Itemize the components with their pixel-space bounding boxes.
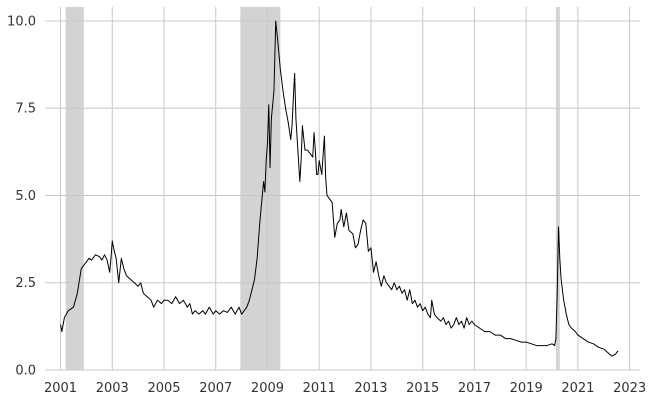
y-tick-label: 7.5: [15, 102, 36, 117]
y-tick-label: 5.0: [15, 189, 36, 204]
x-tick-label: 2019: [510, 381, 543, 396]
x-tick-label: 2005: [147, 381, 180, 396]
y-tick-label: 2.5: [15, 276, 36, 291]
recession-band-2: [555, 7, 560, 370]
y-axis-tick-labels: 0.0 2.5 5.0 7.5 10.0: [7, 14, 36, 378]
x-tick-label: 2023: [613, 381, 646, 396]
y-tick-label: 0.0: [15, 364, 36, 379]
gridlines: [45, 7, 640, 371]
x-tick-label: 2015: [406, 381, 439, 396]
recession-band-1: [240, 7, 281, 370]
x-axis-tick-labels: 2001 2003 2005 2007 2009 2011 2013 2015 2017 2019…: [44, 381, 646, 396]
recession-bands: [65, 7, 560, 370]
x-tick-label: 2021: [561, 381, 594, 396]
recession-band-0: [65, 7, 84, 370]
x-tick-label: 2009: [251, 381, 284, 396]
x-tick-label: 2003: [96, 381, 129, 396]
x-tick-label: 2011: [303, 381, 336, 396]
y-tick-label: 10.0: [7, 14, 36, 29]
x-tick-label: 2007: [199, 381, 232, 396]
x-tick-label: 2001: [44, 381, 77, 396]
series-line-0: [60, 20, 619, 357]
x-tick-label: 2017: [458, 381, 491, 396]
series-group: [60, 20, 619, 357]
x-tick-label: 2013: [354, 381, 387, 396]
